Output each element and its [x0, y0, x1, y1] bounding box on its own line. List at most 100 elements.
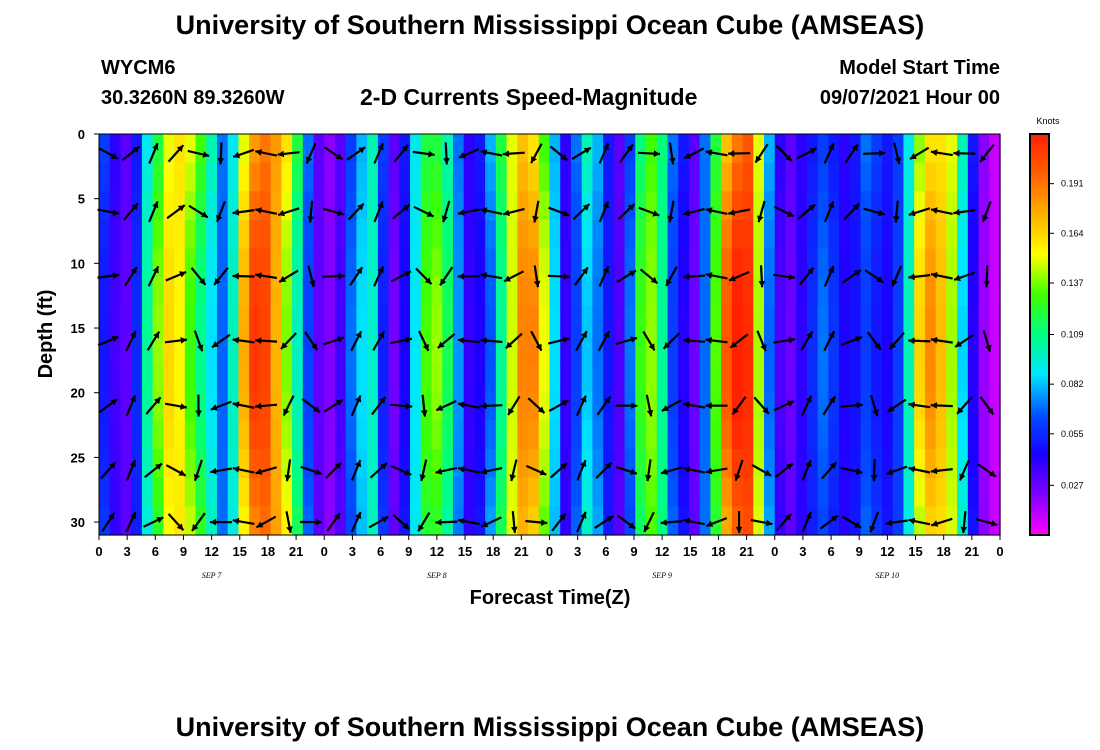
heatmap-cell — [206, 363, 218, 393]
heatmap-cell — [334, 219, 347, 250]
heatmap-cell — [603, 162, 615, 192]
heatmap-cell — [581, 420, 594, 450]
heatmap-cell — [785, 219, 797, 250]
heatmap-cell — [517, 363, 529, 393]
current-vector — [167, 513, 185, 531]
heatmap-cell — [624, 477, 636, 507]
current-vector — [412, 150, 435, 158]
current-vector — [368, 515, 389, 529]
current-vector — [349, 266, 364, 287]
heatmap-cell — [892, 449, 905, 479]
heatmap-cell — [163, 248, 175, 278]
heatmap-cell — [710, 277, 722, 307]
heatmap-cell — [731, 506, 744, 536]
heatmap-cell — [109, 134, 122, 164]
heatmap-cell — [495, 162, 508, 192]
heatmap-cell — [195, 477, 207, 507]
current-vector — [255, 207, 278, 215]
heatmap-cell — [463, 305, 476, 336]
heatmap-cell — [410, 506, 422, 536]
heatmap-cell — [184, 449, 197, 479]
heatmap-cell — [345, 420, 358, 450]
heatmap-cell — [892, 363, 905, 393]
heatmap-cell — [688, 449, 701, 479]
heatmap-cell — [184, 305, 197, 336]
current-vector — [480, 149, 503, 157]
heatmap-cell — [538, 391, 551, 422]
current-vector — [373, 200, 384, 223]
current-vector — [645, 394, 654, 417]
heatmap-cell — [603, 191, 615, 221]
heatmap-cell — [410, 248, 422, 278]
heatmap-cell — [935, 162, 947, 192]
current-vector — [373, 265, 385, 287]
heatmap-cell — [377, 134, 390, 164]
heatmap-cell — [635, 420, 647, 450]
heatmap-cell — [796, 477, 808, 507]
current-vector — [796, 147, 817, 160]
x-tick-label: 0 — [996, 544, 1003, 559]
heatmap-cell — [141, 391, 154, 422]
heatmap-cell — [420, 506, 433, 536]
heatmap-cell — [753, 334, 765, 364]
heatmap-cell — [753, 391, 765, 422]
heatmap-cell — [924, 477, 937, 507]
current-vector — [908, 337, 931, 345]
heatmap-cell — [485, 506, 497, 536]
heatmap-cell — [356, 420, 368, 450]
heatmap-cell — [410, 305, 422, 336]
current-vector — [282, 395, 295, 416]
heatmap-cell — [227, 191, 240, 221]
heatmap-cell — [399, 477, 411, 507]
heatmap-cell — [109, 506, 122, 536]
current-vector — [683, 147, 705, 160]
heatmap-cell — [806, 334, 819, 364]
current-vector — [909, 146, 930, 161]
heatmap-cell — [935, 219, 947, 250]
heatmap-cell — [989, 477, 1001, 507]
heatmap-cell — [624, 334, 636, 364]
heatmap-cell — [195, 305, 207, 336]
heatmap-cell — [109, 219, 122, 250]
current-vector — [549, 145, 569, 162]
heatmap-cell — [817, 162, 829, 192]
x-tick-label: 21 — [965, 544, 979, 559]
heatmap-cell — [828, 162, 840, 192]
heatmap-cell — [538, 420, 551, 450]
current-vector — [213, 267, 229, 286]
heatmap-cell — [474, 449, 486, 479]
current-vector — [908, 273, 931, 281]
heatmap-cell — [613, 449, 626, 479]
heatmap-cell — [431, 219, 443, 250]
heatmap-cell — [957, 420, 969, 450]
heatmap-cell — [978, 248, 990, 278]
heatmap-cell — [292, 134, 304, 164]
heatmap-cell — [764, 449, 776, 479]
heatmap-cell — [667, 449, 679, 479]
current-vector — [390, 336, 413, 345]
heatmap-cell — [656, 219, 669, 250]
heatmap-cell — [292, 420, 304, 450]
current-vector — [734, 459, 744, 482]
heatmap-cell — [259, 134, 272, 164]
heatmap-cell — [688, 134, 701, 164]
heatmap-cell — [281, 363, 293, 393]
heatmap-cell — [849, 162, 862, 192]
current-vector — [121, 145, 141, 162]
heatmap-cell — [924, 363, 937, 393]
heatmap-cell — [592, 506, 604, 536]
current-vector — [885, 519, 908, 527]
heatmap-cell — [613, 334, 626, 364]
heatmap-cell — [517, 305, 529, 336]
heatmap-cell — [292, 305, 304, 336]
heatmap-cell — [184, 277, 197, 307]
heatmap-cell — [978, 420, 990, 450]
heatmap-cell — [570, 134, 583, 164]
heatmap-cell — [410, 363, 422, 393]
heatmap-cell — [667, 477, 679, 507]
heatmap-cell — [420, 420, 433, 450]
heatmap-cell — [259, 477, 272, 507]
current-vector — [457, 517, 480, 526]
heatmap-cell — [302, 363, 315, 393]
